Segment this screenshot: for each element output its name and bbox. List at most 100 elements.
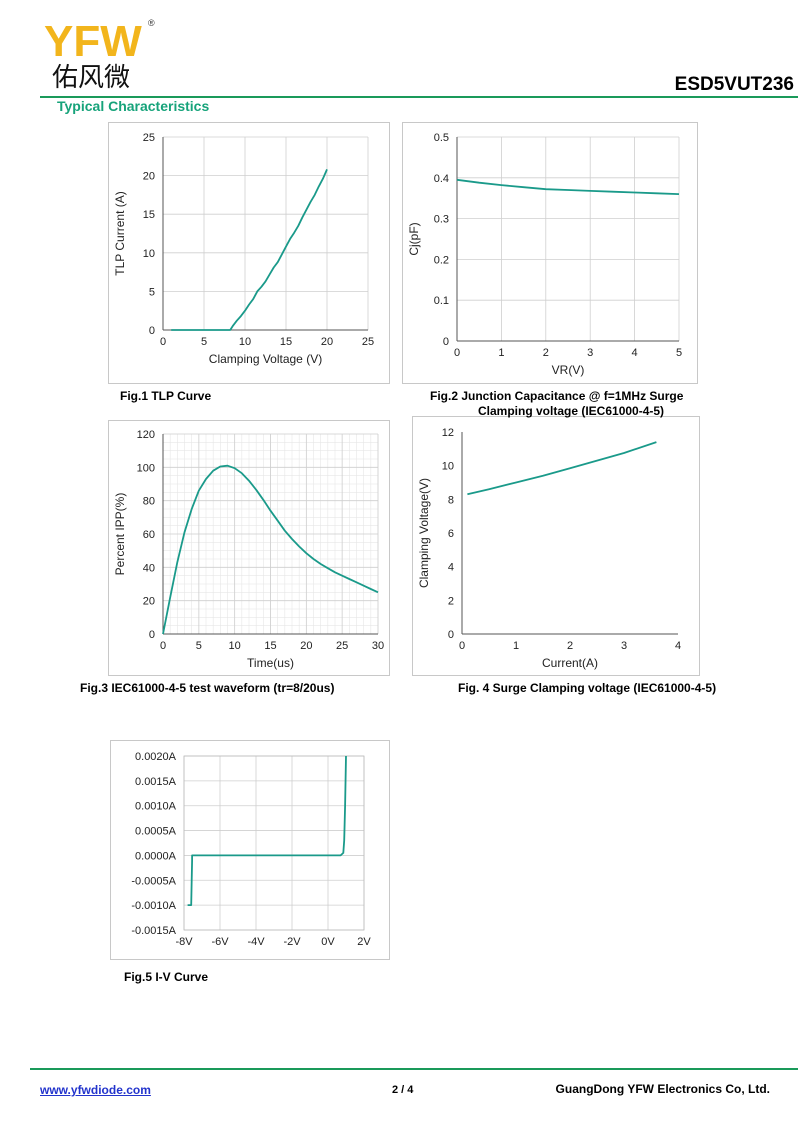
fig5-xtick-label: 0V [321,936,335,948]
fig4-frame [412,416,700,676]
fig2-ytick-label: 0.3 [434,214,449,226]
fig3-xtick-label: 0 [160,640,166,652]
fig1-xtick-label: 15 [280,336,292,348]
fig3-xtick-label: 25 [336,640,348,652]
fig4-ytick-label: 6 [448,528,454,540]
footer-rule [30,1068,798,1070]
fig2-xtick-label: 2 [543,347,549,359]
fig4-ytick-label: 12 [442,427,454,439]
company-name: GuangDong YFW Electronics Co, Ltd. [555,1082,770,1096]
fig4-ytick-label: 8 [448,494,454,506]
fig5-xtick-label: -4V [247,936,265,948]
fig5-plot-box [183,755,365,931]
fig3-xtick-label: 5 [196,640,202,652]
header-rule [40,96,798,98]
fig5-caption: Fig.5 I-V Curve [124,970,209,984]
fig4-ytick-label: 10 [442,461,454,473]
fig5-ytick-label: -0.0015A [131,925,176,937]
fig1-xlabel: Clamping Voltage (V) [209,352,322,366]
fig3-waveform-chart: 0 5 10 15 20 25 30 0 20 40 60 80 100 120 Time(us) Perce… [108,420,390,676]
fig2-caption-text: Fig.2 Junction Capacitance @ f=1MHz [430,389,647,403]
fig1-xtick-label: 0 [160,336,166,348]
fig1-xtick-label: 20 [321,336,333,348]
yfw-logo: YFW ® 佑风微 [44,17,155,92]
fig4-ytick-label: 4 [448,562,454,574]
fig4-series-line [467,441,657,496]
fig3-xtick-label: 30 [372,640,384,652]
fig5-xtick-label: -2V [283,936,301,948]
fig3-ytick-label: 0 [149,629,155,641]
fig5-xtick-label: 2V [357,936,371,948]
fig2-caption-line2: Clamping voltage (IEC61000-4-5) [478,404,665,418]
fig2-caption-line1: Fig.2 Junction Capacitance @ f=1MHz Surg… [430,389,683,403]
fig3-ytick-label: 80 [143,496,155,508]
fig5-xtick-label: -8V [175,936,193,948]
fig4-ylabel: Clamping Voltage(V) [417,478,431,588]
fig1-ytick-label: 15 [143,209,155,221]
fig4-xtick-label: 4 [675,640,681,652]
fig5-iv-chart: -8V -6V -4V -2V 0V 2V -0.0015A -0.0010A -0.0005A… [110,740,390,960]
fig1-ytick-label: 25 [143,132,155,144]
website-link[interactable]: www.yfwdiode.com [40,1083,151,1097]
fig4-xtick-label: 1 [513,640,519,652]
fig5-ytick-label: 0.0005A [135,826,177,838]
fig4-caption: Fig. 4 Surge Clamping voltage (IEC61000-… [458,681,717,695]
fig5-xtick-label: -6V [211,936,229,948]
fig5-series-line [187,755,347,907]
fig1-ylabel: TLP Current (A) [113,191,127,275]
fig3-ytick-label: 40 [143,562,155,574]
fig5-ytick-label: 0.0020A [135,751,177,763]
fig1-series-line [171,169,328,331]
page-number: 2 / 4 [392,1084,414,1096]
fig5-ytick-label: -0.0010A [131,900,176,912]
fig3-series-line [162,464,379,635]
fig2-ylabel: Cj(pF) [407,222,421,255]
fig3-ytick-label: 120 [137,429,155,441]
fig3-xtick-label: 10 [229,640,241,652]
fig1-tlp-chart: 0 5 10 15 20 25 0 5 10 15 20 25 Clamping Voltage (V)… [108,122,390,384]
fig2-xtick-label: 3 [587,347,593,359]
fig2-ytick-label: 0.1 [434,295,449,307]
fig3-ytick-label: 20 [143,596,155,608]
fig3-xtick-label: 20 [300,640,312,652]
fig2-frame [402,122,698,384]
fig4-xtick-label: 3 [621,640,627,652]
fig2-capacitance-chart: 0 1 2 3 4 5 0 0.1 0.2 0.3 0.4 0.5 VR(V) Cj(pF) [402,122,698,384]
fig2-series-line [456,178,680,195]
fig4-xlabel: Current(A) [542,656,598,670]
fig1-xtick-label: 25 [362,336,374,348]
fig4-ytick-label: 2 [448,595,454,607]
fig2-ytick-label: 0 [443,336,449,348]
fig2-xtick-label: 1 [498,347,504,359]
fig4-xtick-label: 0 [459,640,465,652]
section-title: Typical Characteristics [57,98,210,114]
fig1-xtick-label: 10 [239,336,251,348]
fig3-xtick-label: 15 [264,640,276,652]
fig1-ytick-label: 0 [149,325,155,337]
fig4-ytick-label: 0 [448,629,454,641]
fig2-xtick-label: 0 [454,347,460,359]
fig4-xtick-label: 2 [567,640,573,652]
logo-registered: ® [148,18,155,28]
fig1-ytick-label: 5 [149,286,155,298]
fig1-xtick-label: 5 [201,336,207,348]
fig3-ytick-label: 60 [143,529,155,541]
fig1-ytick-label: 10 [143,248,155,260]
fig5-ytick-label: 0.0010A [135,801,177,813]
fig5-ytick-label: 0.0015A [135,776,177,788]
fig3-xlabel: Time(us) [247,656,294,670]
fig3-caption: Fig.3 IEC61000-4-5 test waveform (tr=8/2… [80,681,335,695]
fig5-ytick-label: -0.0005A [131,875,176,887]
fig2-caption-surge: Surge [649,389,684,403]
fig2-ytick-label: 0.4 [434,173,449,185]
logo-latin-text: YFW [44,17,142,66]
fig2-ytick-label: 0.5 [434,132,449,144]
fig1-caption: Fig.1 TLP Curve [120,389,212,403]
fig3-ytick-label: 100 [137,462,155,474]
part-number: ESD5VUT236 [674,74,794,95]
fig1-ytick-label: 20 [143,171,155,183]
fig5-ytick-label: 0.0000A [135,850,177,862]
fig3-ylabel: Percent IPP(%) [113,493,127,576]
fig2-xtick-label: 5 [676,347,682,359]
